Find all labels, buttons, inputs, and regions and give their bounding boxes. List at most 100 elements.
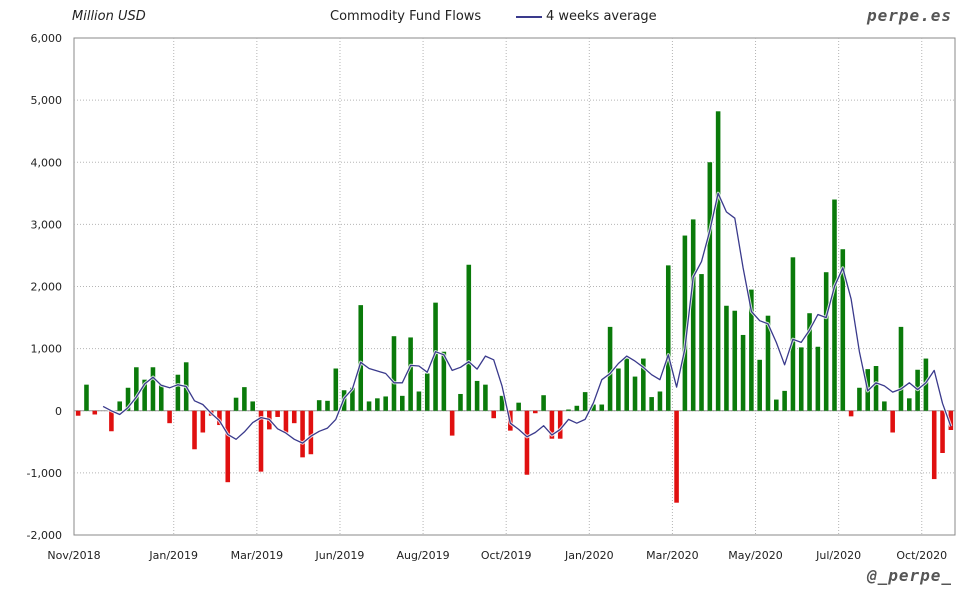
inflow-bar (350, 387, 355, 411)
inflow-bar (632, 376, 638, 411)
outflow-bar (92, 410, 98, 415)
inflow-bar (749, 289, 754, 411)
inflow-bar (807, 313, 812, 411)
legend-label: 4 weeks average (546, 9, 657, 24)
inflow-bar (142, 379, 147, 411)
x-tick-label: Jan/2020 (564, 549, 614, 562)
inflow-bar (424, 373, 430, 411)
outflow-bar (275, 410, 280, 417)
inflow-bar (624, 358, 629, 411)
x-tick-label: Oct/2019 (481, 549, 532, 562)
inflow-bar (574, 405, 580, 411)
inflow-bar (400, 395, 405, 411)
inflow-bar (823, 272, 829, 411)
outflow-bar (109, 410, 114, 432)
inflow-bar (358, 305, 364, 411)
inflow-bar (474, 380, 480, 411)
x-tick-label: Jan/2019 (148, 549, 198, 562)
inflow-bar (84, 384, 89, 411)
inflow-bar (790, 257, 796, 411)
x-tick-label: May/2020 (728, 549, 782, 562)
inflow-bar (715, 111, 721, 411)
inflow-bar (117, 401, 122, 411)
inflow-bar (798, 347, 804, 411)
inflow-bar (125, 387, 131, 411)
inflow-bar (665, 265, 671, 411)
inflow-bar (158, 384, 164, 411)
inflow-bar (616, 368, 621, 411)
inflow-bar (541, 395, 546, 411)
inflow-bar (641, 358, 646, 411)
inflow-bar (774, 399, 779, 411)
outflow-bar (532, 410, 538, 414)
y-tick-label: -2,000 (27, 529, 62, 542)
outflow-bar (308, 410, 314, 455)
y-tick-label: 2,000 (31, 281, 63, 294)
inflow-bar (383, 396, 388, 411)
outflow-bar (931, 410, 937, 480)
outflow-bar (283, 410, 289, 433)
inflow-bar (325, 400, 330, 411)
plot-area (73, 37, 956, 536)
inflow-bar (333, 368, 339, 411)
inflow-bar (682, 235, 688, 411)
inflow-bar (873, 366, 879, 411)
inflow-bar (732, 310, 738, 411)
outflow-bar (848, 410, 854, 417)
x-tick-label: Mar/2019 (231, 549, 283, 562)
flow-bars (75, 111, 954, 503)
x-tick-label: Aug/2019 (396, 549, 449, 562)
y-tick-label: 4,000 (31, 156, 63, 169)
chart-title: Commodity Fund Flows (330, 9, 482, 24)
inflow-bar (907, 398, 912, 411)
inflow-bar (134, 367, 139, 411)
inflow-bar (516, 402, 521, 411)
inflow-bar (649, 397, 654, 411)
y-tick-label: 1,000 (31, 343, 63, 356)
inflow-bar (740, 334, 746, 411)
inflow-bar (483, 384, 488, 411)
inflow-bar (316, 400, 322, 411)
inflow-bar (242, 387, 247, 411)
inflow-bar (815, 346, 821, 411)
legend: 4 weeks average (516, 9, 657, 24)
inflow-bar (765, 315, 771, 411)
outflow-bar (940, 410, 945, 453)
inflow-bar (566, 409, 571, 411)
inflow-bar (707, 162, 713, 411)
inflow-bar (366, 401, 372, 411)
y-tick-label: 6,000 (31, 32, 63, 45)
inflow-bar (499, 395, 505, 411)
outflow-bar (192, 410, 197, 450)
outflow-bar (449, 410, 455, 436)
brand-label: perpe.es (866, 6, 952, 25)
outflow-bar (75, 410, 81, 416)
inflow-bar (757, 359, 762, 411)
x-tick-label: Nov/2018 (47, 549, 100, 562)
outflow-bar (291, 410, 297, 424)
inflow-bar (898, 326, 904, 411)
outflow-bar (167, 410, 172, 424)
inflow-bar (699, 274, 704, 411)
inflow-bar (582, 392, 588, 411)
outflow-bar (491, 410, 497, 419)
average-line-path (102, 192, 952, 444)
x-tick-label: Jul/2020 (815, 549, 861, 562)
outflow-bar (225, 410, 231, 483)
inflow-bar (441, 351, 447, 411)
grid-lines (73, 37, 956, 536)
outflow-bar (557, 410, 563, 439)
inflow-bar (250, 401, 255, 411)
inflow-bar (591, 404, 596, 411)
inflow-bar (466, 264, 472, 411)
inflow-bar (391, 336, 397, 411)
y-tick-label: 0 (55, 405, 62, 418)
x-tick-label: Oct/2020 (896, 549, 947, 562)
inflow-bar (416, 391, 422, 411)
inflow-bar (690, 219, 696, 411)
outflow-bar (200, 410, 206, 433)
y-tick-label: 3,000 (31, 218, 63, 231)
y-tick-label: 5,000 (31, 94, 63, 107)
outflow-bar (524, 410, 530, 475)
outflow-bar (217, 410, 222, 426)
